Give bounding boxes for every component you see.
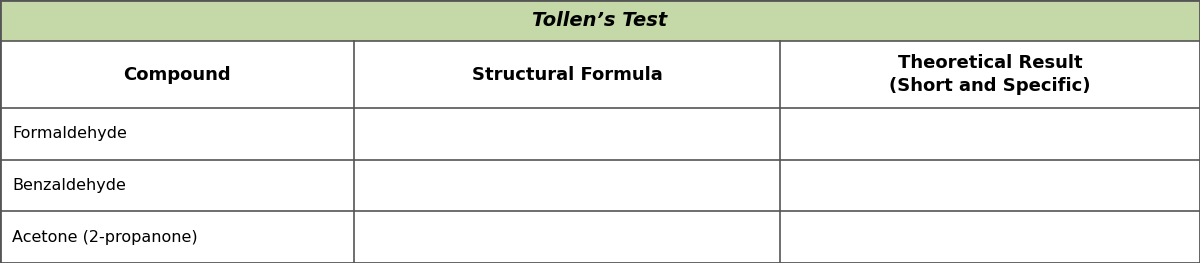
Text: Formaldehyde: Formaldehyde: [12, 126, 127, 141]
Text: Acetone (2-propanone): Acetone (2-propanone): [12, 230, 198, 245]
Bar: [0, 160, 1200, 211]
Bar: [0, 41, 1200, 108]
Text: Theoretical Result
(Short and Specific): Theoretical Result (Short and Specific): [889, 54, 1091, 95]
Text: Compound: Compound: [124, 65, 230, 83]
Text: Benzaldehyde: Benzaldehyde: [12, 178, 126, 193]
Text: Structural Formula: Structural Formula: [472, 65, 662, 83]
Bar: [0, 108, 1200, 160]
Text: Tollen’s Test: Tollen’s Test: [533, 11, 667, 30]
Bar: [0, 0, 1200, 41]
Bar: [0, 211, 1200, 263]
